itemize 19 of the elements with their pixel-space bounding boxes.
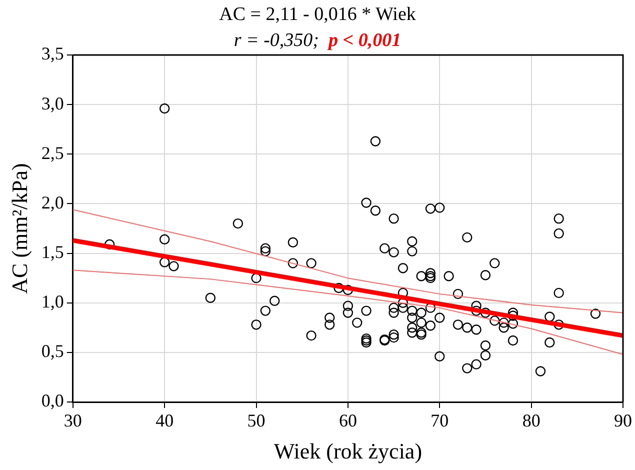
y-tick-label: 3,0 — [41, 93, 64, 114]
y-tick-label: 3,5 — [41, 44, 64, 64]
y-tick-label: 2,0 — [41, 192, 64, 212]
y-tick-label: 1,0 — [41, 292, 64, 312]
chart-title: AC = 2,11 - 0,016 * Wiek — [218, 4, 417, 26]
y-tick-label: 2,5 — [41, 142, 64, 163]
x-axis-title: Wiek (rok życia) — [274, 438, 422, 464]
y-tick-label: 0,5 — [41, 341, 64, 362]
x-tick-label: 30 — [64, 410, 82, 431]
x-tick-label: 80 — [522, 410, 540, 431]
y-tick-label: 0,0 — [41, 390, 64, 411]
x-tick-label: 40 — [156, 410, 174, 431]
x-tick-label: 90 — [614, 410, 632, 431]
y-axis-title: AC (mm²/kPa) — [6, 163, 32, 294]
chart-subtitle: r = -0,350; p < 0,001 — [234, 30, 402, 51]
x-tick-label: 50 — [247, 410, 266, 431]
x-tick-label: 70 — [430, 410, 449, 431]
y-tick-label: 1,5 — [41, 242, 64, 262]
x-tick-label: 60 — [338, 410, 357, 431]
